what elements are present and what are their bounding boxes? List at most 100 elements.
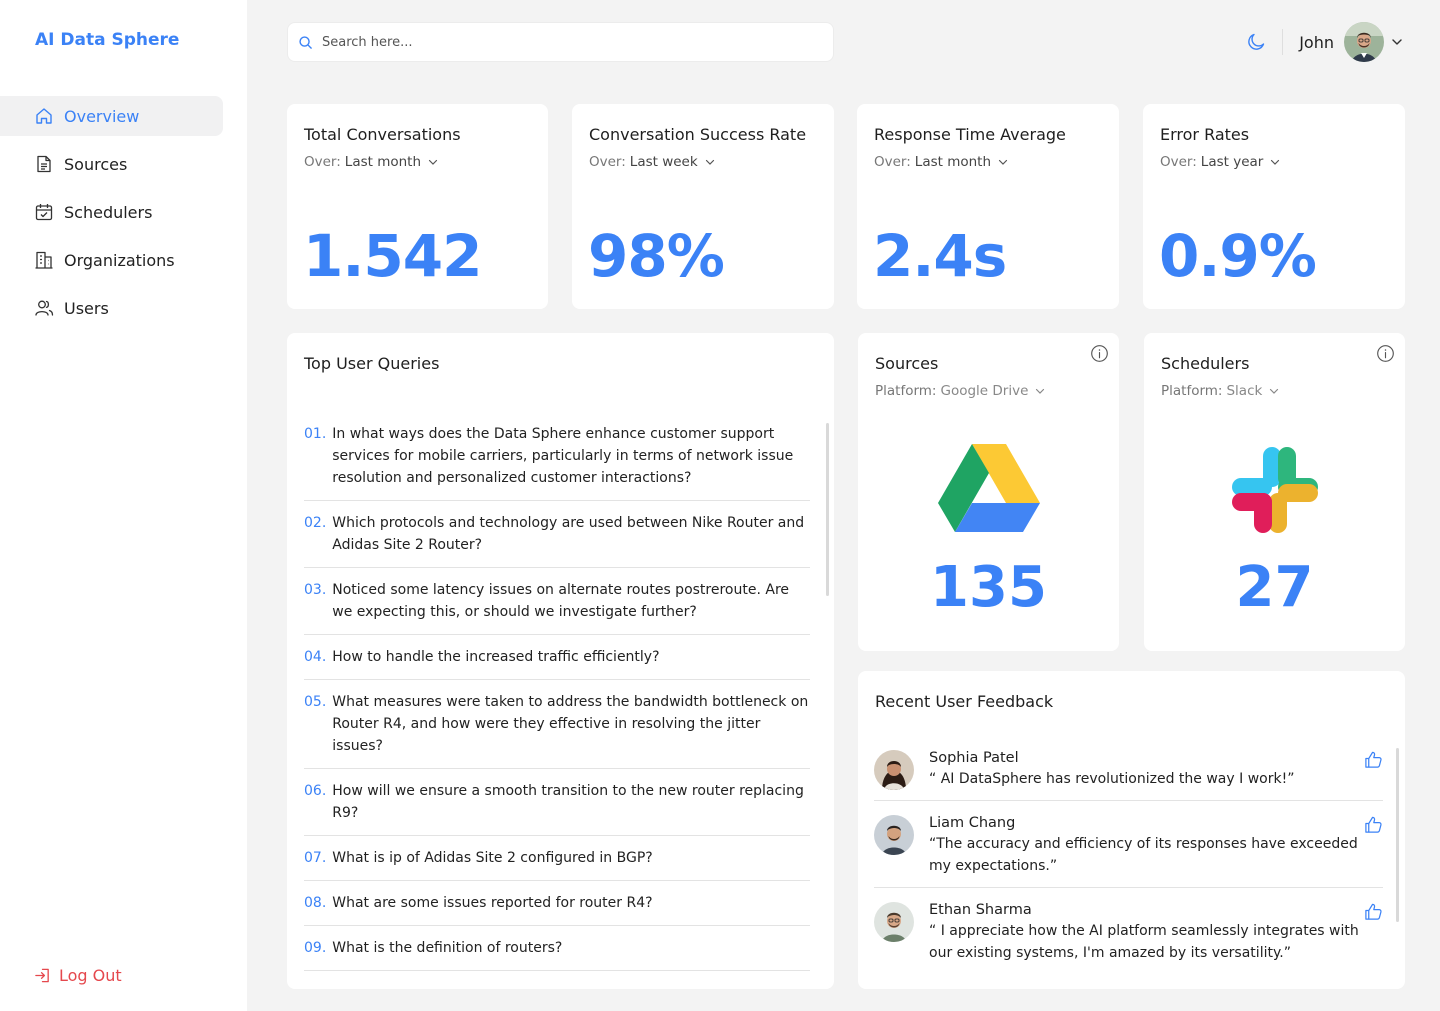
logout-label: Log Out — [59, 966, 122, 985]
query-number: 06. — [304, 783, 327, 799]
query-number: 02. — [304, 515, 327, 531]
query-number: 08. — [304, 895, 327, 911]
dark-mode-toggle-moon-icon[interactable] — [1246, 32, 1266, 52]
query-text: What measures were taken to address the … — [332, 694, 809, 754]
feedback-body: Liam Chang “The accuracy and efficiency … — [929, 813, 1383, 877]
platform-dropdown[interactable]: Platform: Slack — [1161, 383, 1280, 399]
stat-card-total-conversations: Total Conversations Over: Last month 1.5… — [287, 104, 548, 309]
sidebar-item-label: Sources — [64, 154, 128, 174]
list-item[interactable]: 09. What is the definition of routers? — [304, 937, 810, 971]
feedback-list[interactable]: Sophia Patel “ AI DataSphere has revolut… — [874, 748, 1383, 986]
stat-value: 0.9% — [1159, 222, 1317, 290]
feedback-text: “ AI DataSphere has revolutionized the w… — [929, 771, 1295, 787]
stat-card-success-rate: Conversation Success Rate Over: Last wee… — [572, 104, 834, 309]
slack-logo-icon — [1231, 447, 1318, 533]
card-title: Error Rates — [1160, 125, 1250, 144]
list-item: Ethan Sharma “ I appreciate how the AI p… — [874, 900, 1383, 974]
query-text: Noticed some latency issues on alternate… — [332, 582, 790, 620]
thumbs-up-icon[interactable] — [1364, 815, 1383, 834]
avatar — [874, 815, 914, 855]
sidebar-item-sources[interactable]: Sources — [0, 144, 223, 184]
list-item[interactable]: 08. What are some issues reported for rou… — [304, 892, 810, 926]
logout-button[interactable]: Log Out — [34, 966, 122, 985]
sidebar-item-schedulers[interactable]: Schedulers — [0, 192, 223, 232]
schedulers-count: 27 — [1235, 555, 1314, 620]
stat-value: 2.4s — [873, 222, 1007, 290]
search-input[interactable] — [322, 34, 802, 50]
avatar — [874, 902, 914, 942]
document-icon — [34, 154, 54, 174]
list-item: Sophia Patel “ AI DataSphere has revolut… — [874, 748, 1383, 801]
query-number: 05. — [304, 694, 327, 710]
sidebar-item-users[interactable]: Users — [0, 288, 223, 328]
period-dropdown[interactable]: Over: Last year — [1160, 154, 1281, 170]
google-drive-logo-icon — [937, 444, 1040, 532]
feedback-author: Sophia Patel — [929, 750, 1019, 766]
info-icon[interactable] — [1090, 344, 1109, 363]
list-item[interactable]: 02. Which protocols and technology are us… — [304, 512, 810, 568]
platform-value: Google Drive — [940, 383, 1029, 399]
feedback-body: Ethan Sharma “ I appreciate how the AI p… — [929, 900, 1383, 964]
thumbs-up-icon[interactable] — [1364, 902, 1383, 921]
sidebar-item-label: Schedulers — [64, 202, 153, 222]
sidebar-item-overview[interactable]: Overview — [0, 96, 223, 136]
query-list[interactable]: 01. In what ways does the Data Sphere enh… — [304, 423, 810, 982]
sidebar-item-organizations[interactable]: Organizations — [0, 240, 223, 280]
search-icon — [299, 35, 312, 49]
app-brand[interactable]: AI Data Sphere — [35, 30, 180, 50]
sources-card: Sources Platform: Google Drive 135 — [858, 333, 1119, 651]
card-title: Recent User Feedback — [875, 692, 1054, 711]
stat-value: 98% — [588, 222, 725, 290]
scrollbar[interactable] — [826, 423, 829, 596]
query-text: How to handle the increased traffic effi… — [332, 649, 660, 665]
info-icon[interactable] — [1376, 344, 1395, 363]
stat-card-error-rates: Error Rates Over: Last year 0.9% — [1143, 104, 1405, 309]
chevron-down-icon[interactable] — [1390, 35, 1404, 49]
top-user-queries-card: Top User Queries 01. In what ways does th… — [287, 333, 834, 989]
sidebar-item-label: Organizations — [64, 250, 175, 270]
period-value: Last month — [914, 154, 992, 170]
recent-user-feedback-card: Recent User Feedback Sophia Patel “ AI D… — [858, 671, 1405, 989]
list-item[interactable]: 05. What measures were taken to address t… — [304, 691, 810, 769]
list-item[interactable]: 06. How will we ensure a smooth transitio… — [304, 780, 810, 836]
sidebar-nav: Overview Sources Schedulers Organization… — [0, 96, 247, 336]
list-item[interactable]: 03. Noticed some latency issues on altern… — [304, 579, 810, 635]
over-label: Over: — [1160, 154, 1197, 170]
home-icon — [34, 106, 54, 126]
query-text: What are some issues reported for router… — [332, 895, 653, 911]
query-number: 04. — [304, 649, 327, 665]
list-item[interactable]: 04. How to handle the increased traffic e… — [304, 646, 810, 680]
period-dropdown[interactable]: Over: Last month — [874, 154, 1009, 170]
list-item: Liam Chang “The accuracy and efficiency … — [874, 813, 1383, 888]
period-value: Last year — [1200, 154, 1264, 170]
user-name[interactable]: John — [1299, 32, 1334, 52]
period-dropdown[interactable]: Over: Last week — [589, 154, 716, 170]
stat-card-response-time: Response Time Average Over: Last month 2… — [857, 104, 1119, 309]
query-text: What is the definition of routers? — [332, 940, 563, 956]
scrollbar[interactable] — [1396, 748, 1399, 922]
chevron-down-icon — [1036, 388, 1045, 394]
query-number: 01. — [304, 426, 327, 442]
list-item[interactable]: 07. What is ip of Adidas Site 2 configure… — [304, 847, 810, 881]
platform-dropdown[interactable]: Platform: Google Drive — [875, 383, 1046, 399]
over-label: Over: — [589, 154, 626, 170]
card-title: Total Conversations — [304, 125, 461, 144]
user-menu: John — [1246, 22, 1404, 62]
feedback-text: “The accuracy and efficiency of its resp… — [929, 836, 1358, 874]
period-dropdown[interactable]: Over: Last month — [304, 154, 439, 170]
sidebar-item-label: Overview — [64, 106, 140, 126]
card-title: Schedulers — [1161, 354, 1250, 373]
search-bar — [287, 22, 834, 62]
thumbs-up-icon[interactable] — [1364, 750, 1383, 769]
avatar[interactable] — [1344, 22, 1384, 62]
feedback-body: Sophia Patel “ AI DataSphere has revolut… — [929, 748, 1294, 790]
list-item[interactable]: 01. In what ways does the Data Sphere enh… — [304, 423, 810, 501]
users-icon — [34, 298, 54, 318]
chevron-down-icon — [1271, 159, 1280, 165]
card-title: Conversation Success Rate — [589, 125, 807, 144]
period-value: Last week — [629, 154, 698, 170]
platform-value: Slack — [1226, 383, 1263, 399]
feedback-author: Liam Chang — [929, 815, 1016, 831]
query-number: 07. — [304, 850, 327, 866]
avatar — [874, 750, 914, 790]
